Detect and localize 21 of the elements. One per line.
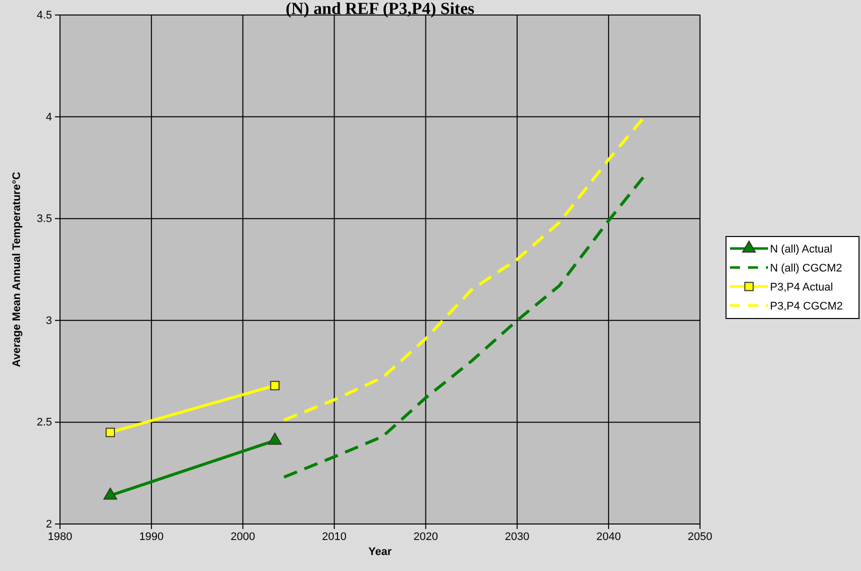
legend-label: P3,P4 CGCM2 — [770, 300, 843, 312]
y-tick-label: 2 — [46, 518, 52, 531]
x-tick-label: 2030 — [504, 530, 530, 543]
y-tick-label: 2.5 — [36, 416, 52, 429]
y-axis-title: Average Mean Annual Temperature°C — [11, 172, 23, 368]
legend-label: N (all) Actual — [770, 244, 832, 256]
legend-label: P3,P4 Actual — [770, 282, 833, 294]
x-tick-label: 1980 — [48, 530, 72, 543]
x-tick-label: 2040 — [596, 530, 621, 543]
x-tick-label: 2050 — [688, 530, 712, 543]
y-tick-label: 4 — [46, 111, 52, 124]
y-tick-label: 3 — [46, 314, 52, 327]
x-tick-label: 1990 — [139, 530, 164, 543]
y-tick-label: 4.5 — [36, 10, 52, 22]
chart-title: (N) and REF (P3,P4) Sites — [286, 0, 475, 18]
x-tick-label: 2010 — [322, 530, 347, 543]
legend-label: N (all) CGCM2 — [770, 262, 842, 274]
y-tick-label: 3.5 — [36, 213, 52, 226]
x-tick-label: 2000 — [230, 530, 256, 543]
x-tick-label: 2020 — [413, 530, 438, 543]
x-axis-title: Year — [368, 546, 392, 558]
